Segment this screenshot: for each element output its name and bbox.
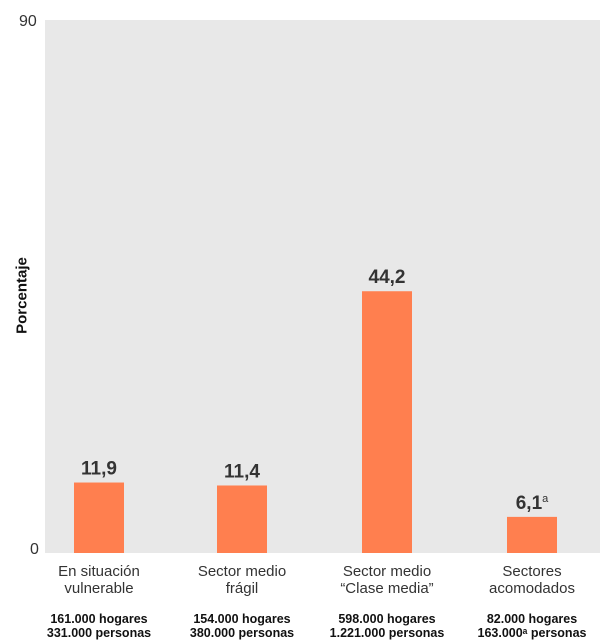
x-tick-label-1: Sector medio frágil bbox=[197, 563, 287, 597]
value-label-1: 11,4 bbox=[224, 461, 260, 482]
x-tick-label-2: Sector medio “Clase media” bbox=[340, 563, 434, 597]
bar-1 bbox=[217, 485, 267, 553]
plot-area bbox=[45, 20, 600, 553]
x-tick-label-3: Sectores acomodados bbox=[489, 563, 575, 597]
y-tick-90: 90 bbox=[19, 13, 37, 30]
value-label-0: 11,9 bbox=[81, 459, 117, 480]
bar-2 bbox=[362, 291, 412, 553]
category-sublabel-3: 82.000 hogares 163.000ᵃ personas bbox=[477, 612, 587, 640]
y-axis-label: Porcentaje bbox=[13, 257, 31, 334]
footnote-marker: a bbox=[542, 493, 549, 505]
bar-3 bbox=[507, 516, 557, 553]
category-sublabel-2: 598.000 hogares 1.221.000 personas bbox=[329, 612, 445, 640]
category-sublabel-0: 161.000 hogares 331.000 personas bbox=[46, 612, 152, 640]
y-tick-0: 0 bbox=[30, 541, 39, 558]
value-label-3: 6,1a bbox=[516, 493, 549, 514]
x-tick-label-0: En situación vulnerable bbox=[58, 563, 140, 597]
bar-0 bbox=[74, 482, 124, 553]
category-sublabel-1: 154.000 hogares 380.000 personas bbox=[189, 612, 295, 640]
value-label-2: 44,2 bbox=[369, 267, 406, 288]
